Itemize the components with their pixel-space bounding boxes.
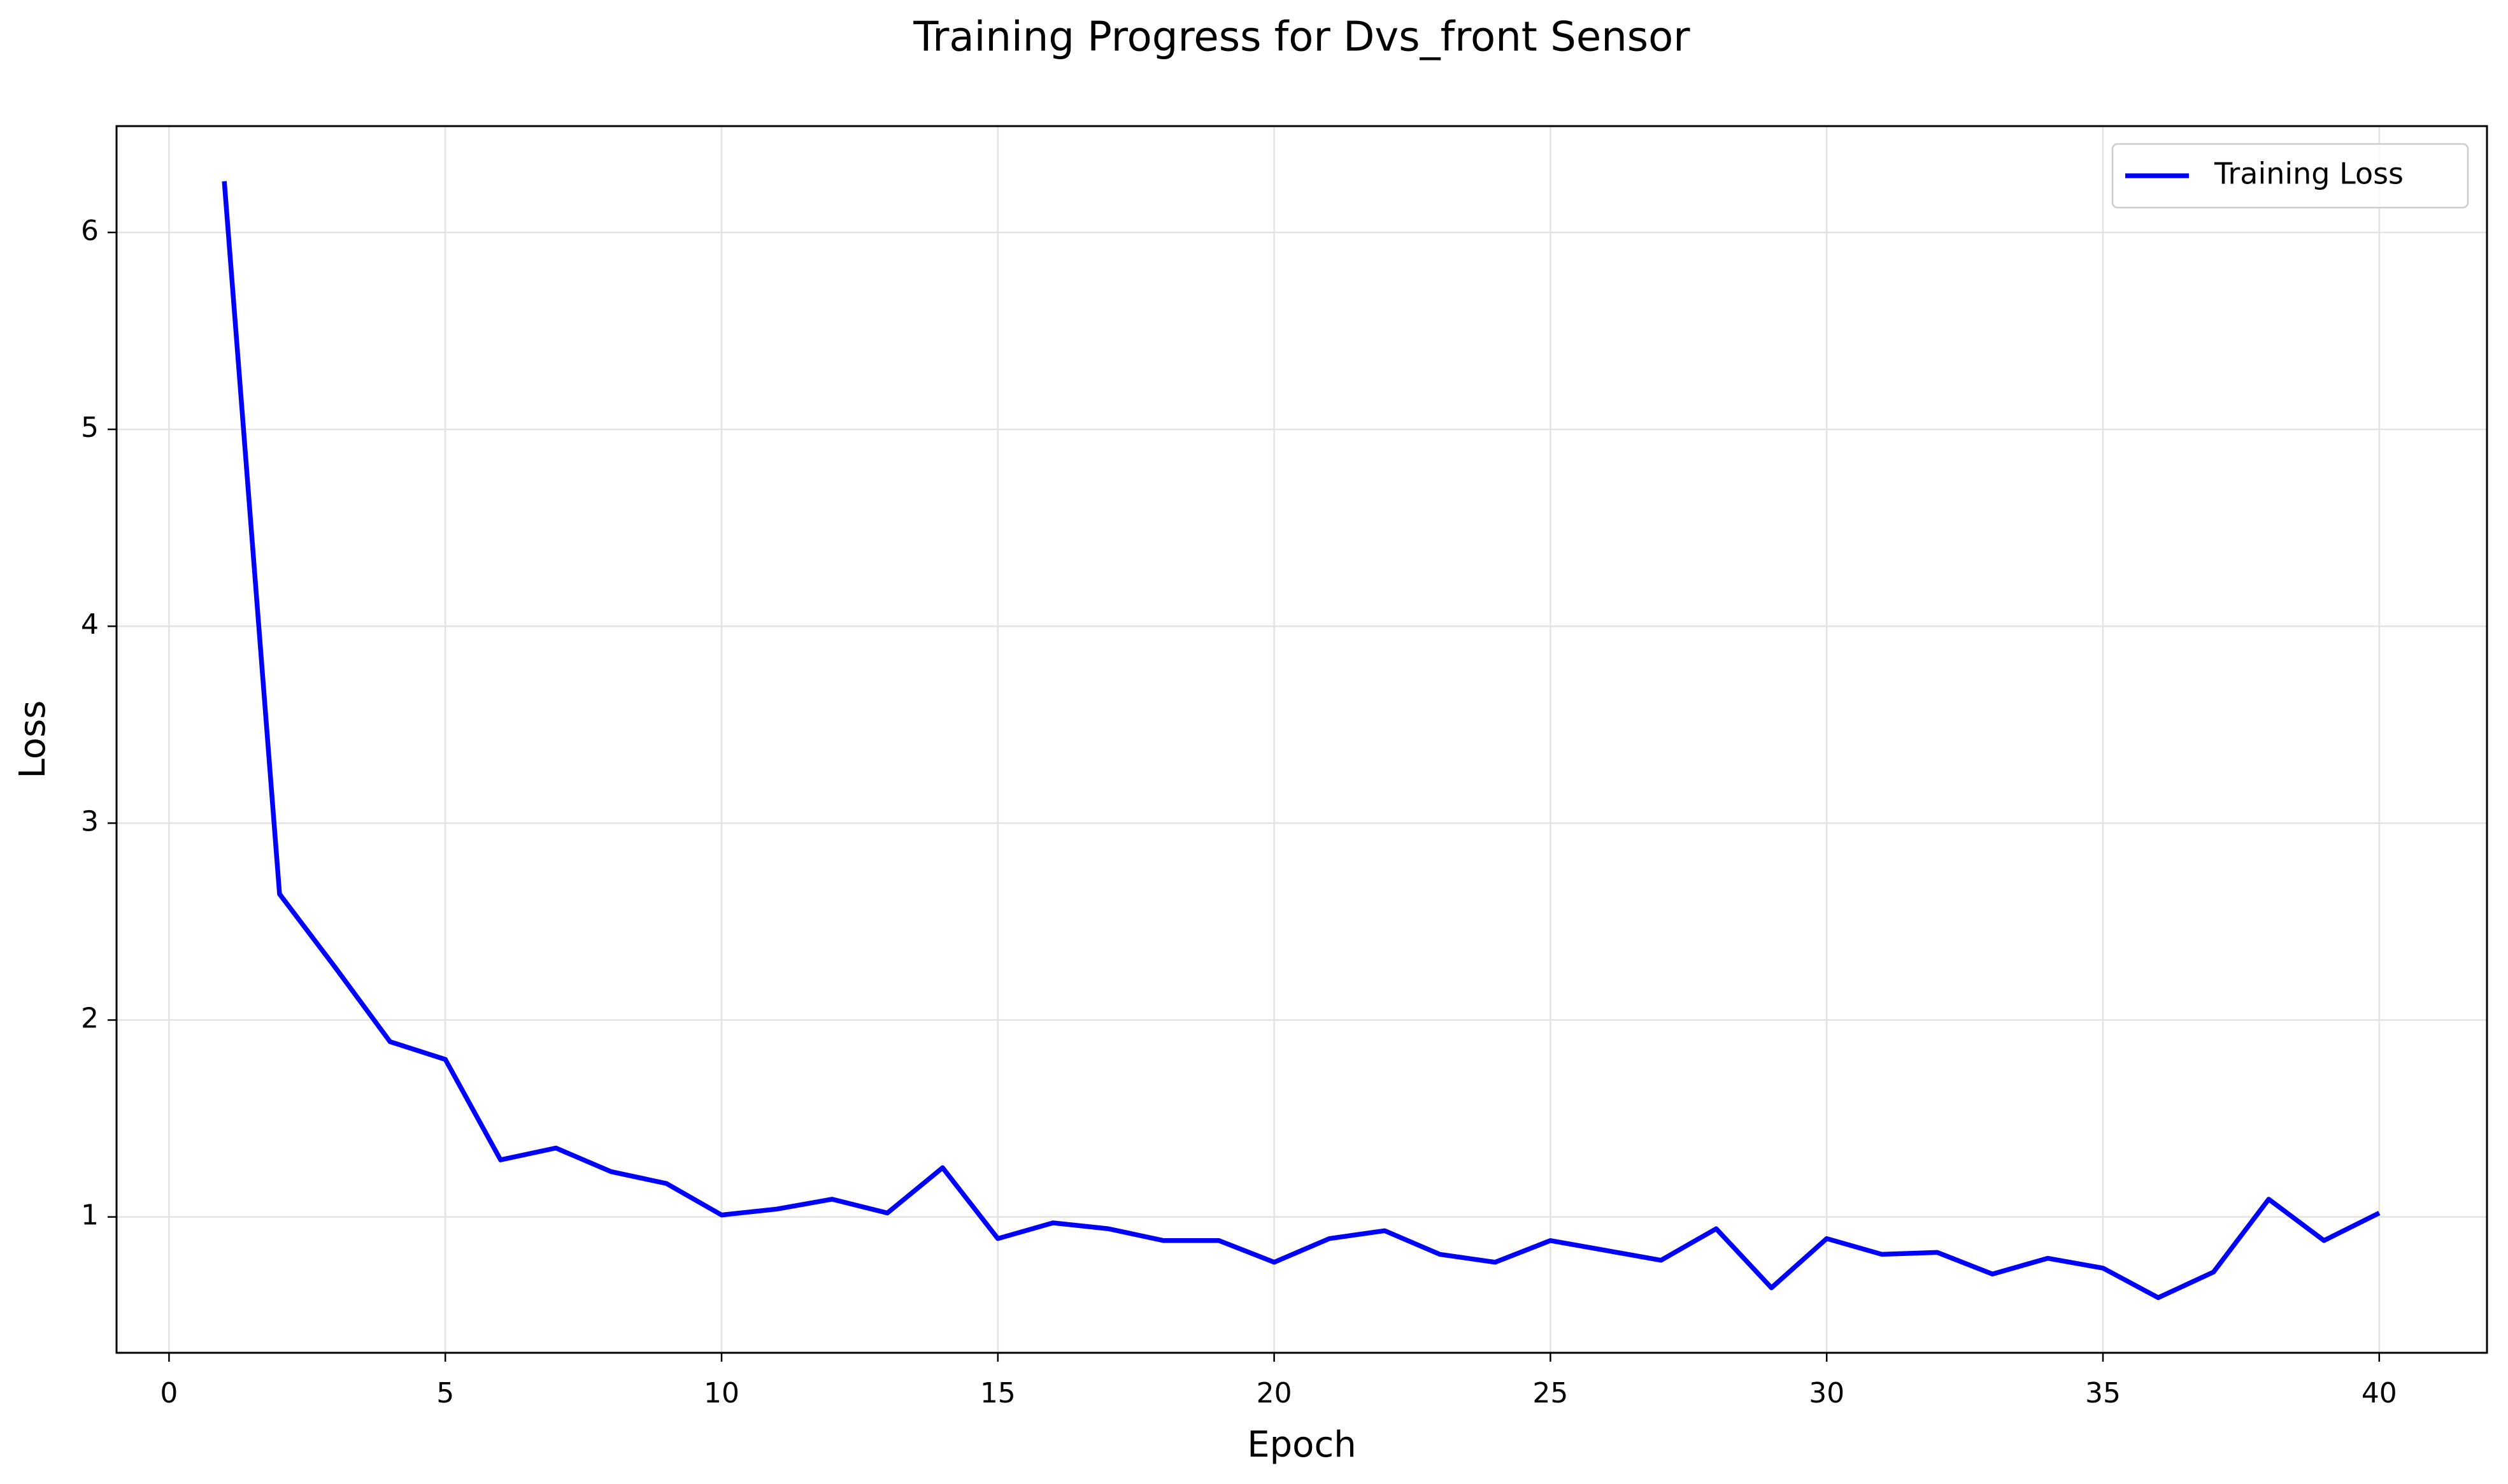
plot-frame <box>115 125 2488 1354</box>
x-tick-label: 30 <box>1809 1377 1844 1409</box>
x-tick-label: 15 <box>980 1377 1016 1409</box>
x-tick-label: 35 <box>2085 1377 2121 1409</box>
y-tick-label: 6 <box>81 215 99 247</box>
chart-title: Training Progress for Dvs_front Sensor <box>913 14 1690 61</box>
y-tick-label: 4 <box>81 608 99 641</box>
legend-box <box>2111 143 2469 209</box>
x-axis-label: Epoch <box>1247 1424 1356 1466</box>
x-tick-label: 5 <box>436 1377 454 1409</box>
y-tick-label: 2 <box>81 1002 99 1035</box>
y-tick-label: 1 <box>81 1199 99 1232</box>
x-tick-label: 20 <box>1257 1377 1292 1409</box>
x-tick-label: 0 <box>160 1377 178 1409</box>
loss-line <box>222 181 2381 1301</box>
y-tick-label: 5 <box>81 411 99 444</box>
x-tick-label: 10 <box>704 1377 739 1409</box>
legend-label: Training Loss <box>2214 157 2404 191</box>
x-tick-label: 25 <box>1532 1377 1568 1409</box>
y-tick-label: 3 <box>81 805 99 838</box>
x-tick-label: 40 <box>2362 1377 2397 1409</box>
y-axis-label: Loss <box>12 701 53 779</box>
